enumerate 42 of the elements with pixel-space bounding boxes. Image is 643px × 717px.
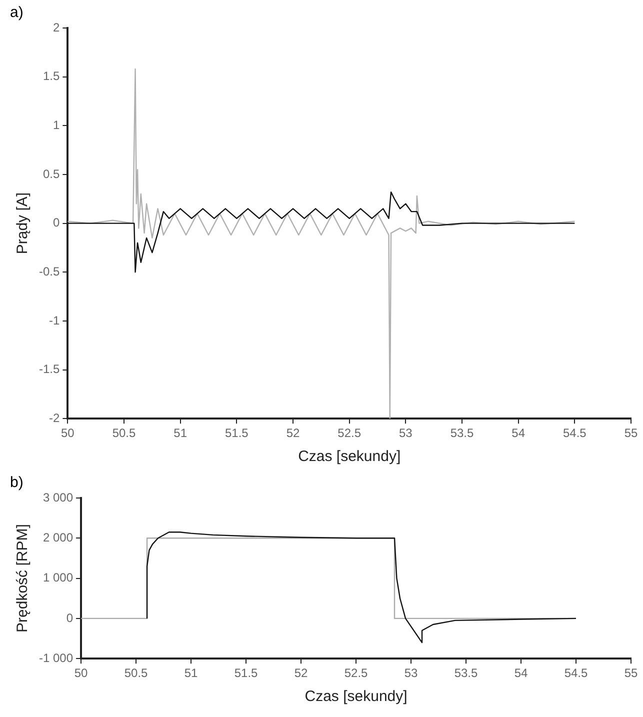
y-tick-label: 2 000 bbox=[42, 530, 74, 544]
chart-title: b) bbox=[10, 474, 24, 492]
y-tick-label: 1 bbox=[52, 118, 60, 132]
x-tick-label: 54 bbox=[512, 426, 526, 440]
y-axis-title: Prędkość [RPM] bbox=[14, 524, 32, 632]
x-tick-label: 53.5 bbox=[450, 426, 474, 440]
y-tick-label: 0.5 bbox=[42, 166, 60, 181]
x-tick-label: 50.5 bbox=[112, 426, 136, 440]
y-tick-label: 3 000 bbox=[42, 490, 74, 504]
x-tick-label: 55 bbox=[624, 666, 638, 680]
y-tick-label: -0.5 bbox=[38, 264, 60, 278]
y-tick-label: -1 000 bbox=[38, 650, 74, 665]
y-axis-title: Prądy [A] bbox=[14, 192, 32, 254]
x-tick-label: 52.5 bbox=[344, 666, 368, 680]
x-tick-label: 51.5 bbox=[224, 426, 249, 440]
x-tick-label: 52.5 bbox=[338, 426, 362, 440]
y-tick-label: -1.5 bbox=[38, 362, 60, 376]
x-tick-label: 54 bbox=[514, 666, 528, 680]
x-tick-label: 53 bbox=[398, 426, 413, 440]
x-tick-label: 50 bbox=[61, 426, 75, 440]
y-tick-label: 0 bbox=[66, 610, 74, 625]
x-tick-label: 53.5 bbox=[454, 666, 478, 680]
x-tick-label: 51.5 bbox=[234, 666, 258, 680]
x-tick-label: 55 bbox=[624, 426, 638, 440]
x-tick-label: 54.5 bbox=[562, 426, 587, 440]
x-tick-label: 52 bbox=[286, 426, 300, 440]
x-axis-title: Czas [sekundy] bbox=[304, 688, 408, 706]
y-tick-label: 1.5 bbox=[42, 69, 60, 84]
y-tick-label: 0 bbox=[52, 216, 60, 230]
y-tick-label: 1 000 bbox=[42, 570, 74, 585]
x-tick-label: 51 bbox=[184, 666, 198, 680]
chart-title: a) bbox=[10, 4, 24, 22]
x-tick-label: 52 bbox=[294, 666, 308, 680]
x-tick-label: 50.5 bbox=[124, 666, 148, 680]
x-tick-label: 50 bbox=[74, 666, 88, 680]
x-tick-label: 53 bbox=[404, 666, 418, 680]
y-tick-label: -1 bbox=[49, 313, 60, 328]
x-tick-label: 51 bbox=[174, 426, 188, 440]
y-tick-label: 2 bbox=[52, 20, 60, 34]
x-tick-label: 54.5 bbox=[564, 666, 588, 680]
y-tick-label: -2 bbox=[49, 410, 60, 425]
x-axis-title: Czas [sekundy] bbox=[298, 448, 401, 466]
